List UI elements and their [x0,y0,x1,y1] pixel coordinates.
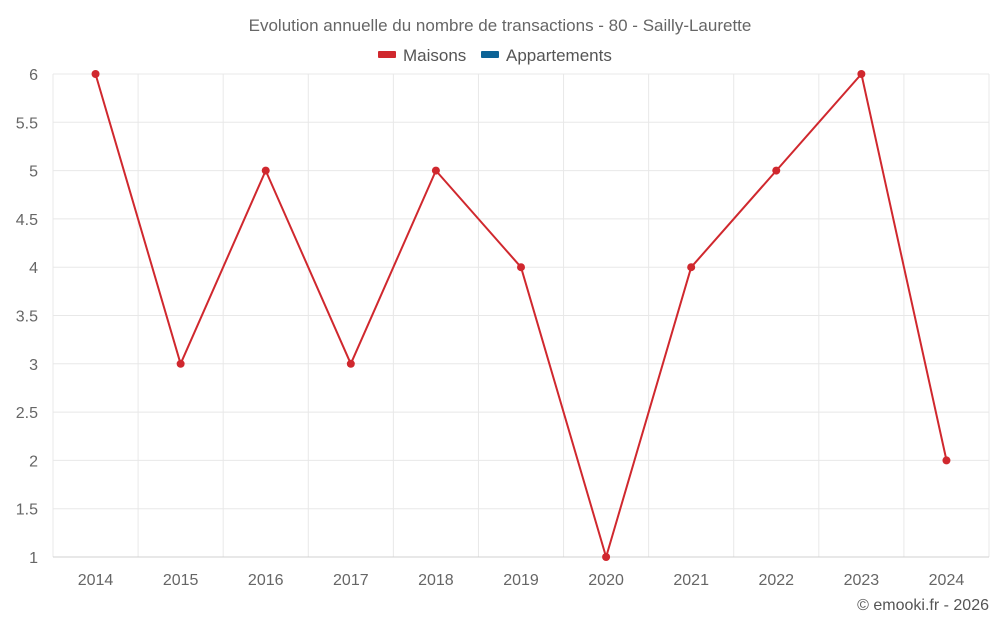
y-tick-label: 3 [29,357,38,374]
y-tick-label: 5.5 [16,115,38,132]
y-tick-label: 2 [29,453,38,470]
legend-swatch-maisons [378,51,396,58]
legend-label-appartements: Appartements [506,46,612,65]
data-point-maisons-2015[interactable] [176,359,185,368]
legend-swatch-appartements [481,51,499,58]
legend[interactable]: Maisons Appartements [378,46,612,65]
legend-label-maisons: Maisons [403,46,466,65]
data-point-maisons-2016[interactable] [261,166,270,175]
x-tick-label: 2020 [588,572,624,589]
legend-item-appartements[interactable]: Appartements [481,46,612,65]
data-point-maisons-2014[interactable] [91,70,100,78]
x-tick-label: 2019 [503,572,539,589]
credit-text: © emooki.fr - 2026 [857,597,989,614]
y-tick-label: 1 [29,550,38,567]
y-tick-label: 6 [29,67,38,84]
grid [52,73,990,557]
x-tick-label: 2017 [333,572,369,589]
y-tick-label: 4 [29,260,38,277]
x-tick-label: 2018 [418,572,454,589]
x-tick-label: 2014 [78,572,114,589]
x-tick-label: 2024 [929,572,965,589]
data-point-maisons-2022[interactable] [772,166,781,175]
y-axis: 1 1.5 2 2.5 3 3.5 4 4.5 5 5.5 6 [16,67,38,567]
x-tick-label: 2016 [248,572,284,589]
x-tick-label: 2015 [163,572,199,589]
y-tick-label: 4.5 [16,212,38,229]
data-point-maisons-2024[interactable] [942,456,951,465]
data-point-maisons-2019[interactable] [517,263,525,272]
data-point-maisons-2018[interactable] [431,166,440,175]
data-point-maisons-2021[interactable] [687,263,696,272]
data-point-maisons-2020[interactable] [602,553,611,561]
x-axis: 2014 2015 2016 2017 2018 2019 2020 2021 2022 2023… [53,556,989,589]
series-layer [91,70,951,561]
x-tick-label: 2022 [758,572,794,589]
x-tick-label: 2023 [844,572,880,589]
data-point-maisons-2023[interactable] [857,70,866,78]
y-tick-label: 2.5 [16,405,38,422]
chart-title: Evolution annuelle du nombre de transact… [249,16,752,35]
data-point-maisons-2017[interactable] [346,359,355,368]
y-tick-label: 1.5 [16,502,38,519]
x-tick-label: 2021 [673,572,709,589]
y-tick-label: 3.5 [16,309,38,326]
y-tick-label: 5 [29,164,38,181]
legend-item-maisons[interactable]: Maisons [378,46,466,65]
